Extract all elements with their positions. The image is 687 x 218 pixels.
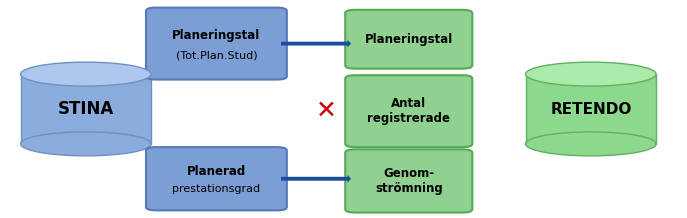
- Polygon shape: [21, 74, 151, 144]
- Ellipse shape: [526, 132, 656, 156]
- FancyBboxPatch shape: [146, 8, 287, 80]
- FancyBboxPatch shape: [345, 149, 473, 213]
- Text: prestationsgrad: prestationsgrad: [172, 184, 260, 194]
- Ellipse shape: [21, 62, 151, 86]
- Text: Planeringstal: Planeringstal: [365, 33, 453, 46]
- Ellipse shape: [21, 132, 151, 156]
- Text: Antal
registrerade: Antal registrerade: [368, 97, 450, 125]
- FancyBboxPatch shape: [146, 147, 287, 210]
- Text: Genom-
strömning: Genom- strömning: [375, 167, 442, 195]
- FancyBboxPatch shape: [345, 75, 473, 147]
- FancyBboxPatch shape: [345, 10, 473, 69]
- Ellipse shape: [526, 62, 656, 86]
- Text: STINA: STINA: [58, 100, 114, 118]
- Text: Planerad: Planerad: [187, 165, 246, 179]
- Polygon shape: [526, 74, 656, 144]
- Text: Planeringstal: Planeringstal: [172, 29, 260, 42]
- Text: RETENDO: RETENDO: [550, 102, 631, 116]
- Text: (Tot.Plan.Stud): (Tot.Plan.Stud): [176, 50, 257, 60]
- Text: ✕: ✕: [316, 99, 337, 123]
